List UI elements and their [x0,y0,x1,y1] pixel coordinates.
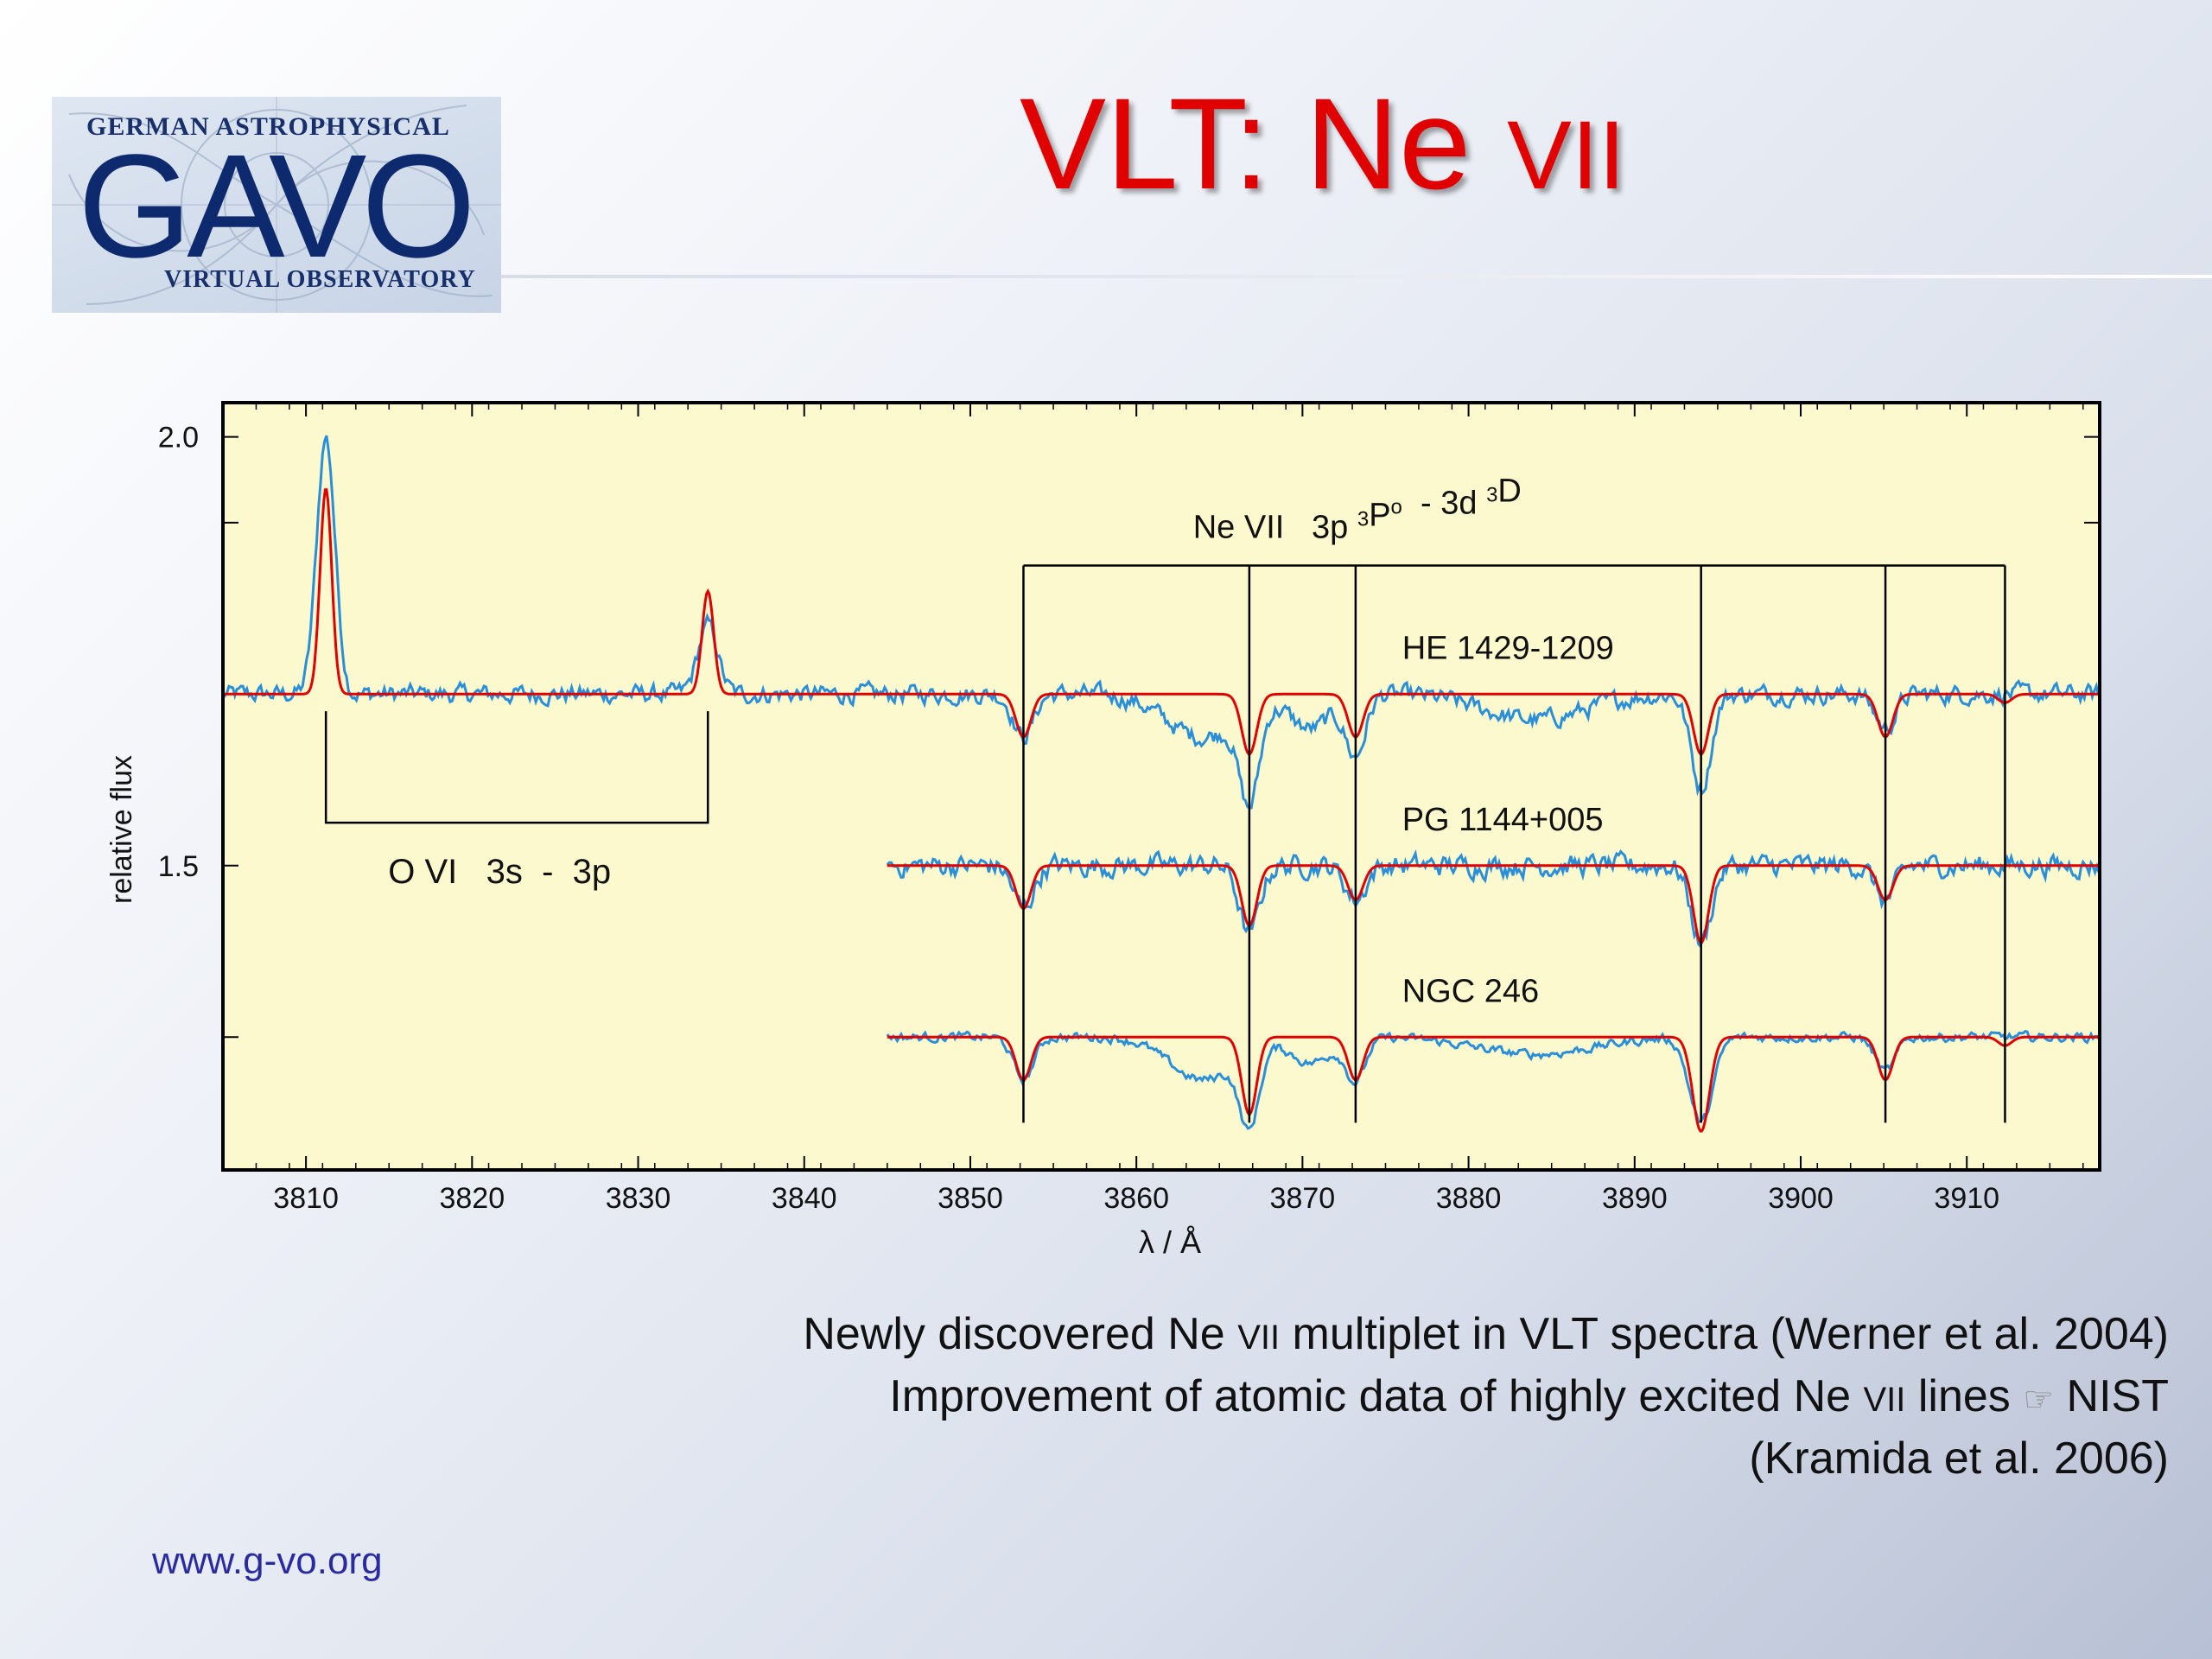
caption: Newly discovered Ne VII multiplet in VLT… [803,1305,2169,1488]
caption-line-2-pre: Improvement of atomic data of highly exc… [889,1371,1864,1421]
logo-top-text: GERMAN ASTROPHYSICAL [86,112,450,141]
ne-vii-label-part: P [1369,498,1390,534]
slide-title: VLT: Ne VII [1020,69,1625,219]
observed-spectrum-line [223,435,2100,810]
x-tick-label: 3830 [606,1182,671,1215]
x-axis-label: λ / Å [1139,1224,1201,1260]
ne-vii-label-superscript: 3 [1486,484,1497,507]
y-axis-label: relative flux [105,755,138,904]
caption-line-2-roman: VII [1863,1381,1906,1419]
ne-vii-label-part: - 3d [1402,486,1486,522]
series-label: HE 1429-1209 [1402,631,1614,667]
model-spectrum-line [887,864,2100,944]
caption-line-1-roman: VII [1237,1319,1281,1357]
logo-big-text: GAVO [78,124,476,289]
x-tick-label: 3900 [1768,1182,1834,1215]
caption-line-1: Newly discovered Ne VII multiplet in VLT… [803,1305,2169,1367]
x-tick-label: 3890 [1602,1182,1668,1215]
gavo-logo: GERMAN ASTROPHYSICAL GAVO VIRTUAL OBSERV… [52,97,501,313]
ne-vii-label: Ne VII 3p 3Po - 3d 3D [1193,474,1522,546]
caption-line-3: (Kramida et al. 2006) [1749,1433,2169,1484]
caption-line-2-end: NIST [2054,1371,2169,1421]
x-tick-label: 3840 [772,1182,837,1215]
spectrum-chart: 3810 3820 3830 3840 3850 3860 3870 3880 3890 3900… [105,401,2101,1260]
series-label: PG 1144+005 [1402,802,1604,838]
caption-line-1-post: multiplet in VLT spectra (Werner et al. … [1280,1309,2169,1359]
ne-vii-label-part: Ne VII 3p [1193,510,1357,546]
model-spectrum-line [887,1035,2100,1133]
series-label: NGC 246 [1402,974,1539,1010]
caption-line-2-post: lines [1905,1371,2024,1421]
model-spectrum-line [223,488,2100,755]
caption-line-1-pre: Newly discovered Ne [803,1309,1238,1359]
title-main: VLT: Ne [1020,71,1508,216]
x-tick-label: 3880 [1436,1182,1502,1215]
spectra-group [223,435,2100,1133]
ne-vii-label-superscript: o [1391,496,1402,519]
y-tick-label: 1.5 [158,850,199,883]
o-vi-label: O VI 3s - 3p [388,853,611,891]
o-vi-bracket [324,711,709,824]
ne-vii-label-superscript: 3 [1357,508,1369,531]
x-tick-label: 3850 [938,1182,1003,1215]
x-tick-label: 3820 [439,1182,505,1215]
x-tick-label: 3810 [273,1182,339,1215]
logo-bottom-text: VIRTUAL OBSERVATORY [164,266,476,293]
logo-swirl-pattern [52,97,501,313]
x-tick-label: 3870 [1270,1182,1336,1215]
x-tick-label: 3860 [1103,1182,1169,1215]
y-tick-label: 2.0 [158,422,199,454]
title-roman: VII [1507,101,1626,209]
caption-line-2: Improvement of atomic data of highly exc… [803,1367,2169,1429]
pointing-hand-icon: ☞ [2023,1381,2055,1419]
footer-url-link[interactable]: www.g-vo.org [152,1540,383,1582]
ne-vii-label-part: D [1497,474,1521,510]
title-rule [501,275,2212,278]
x-tick-label: 3910 [1934,1182,1999,1215]
plot-frame [221,401,2101,1172]
